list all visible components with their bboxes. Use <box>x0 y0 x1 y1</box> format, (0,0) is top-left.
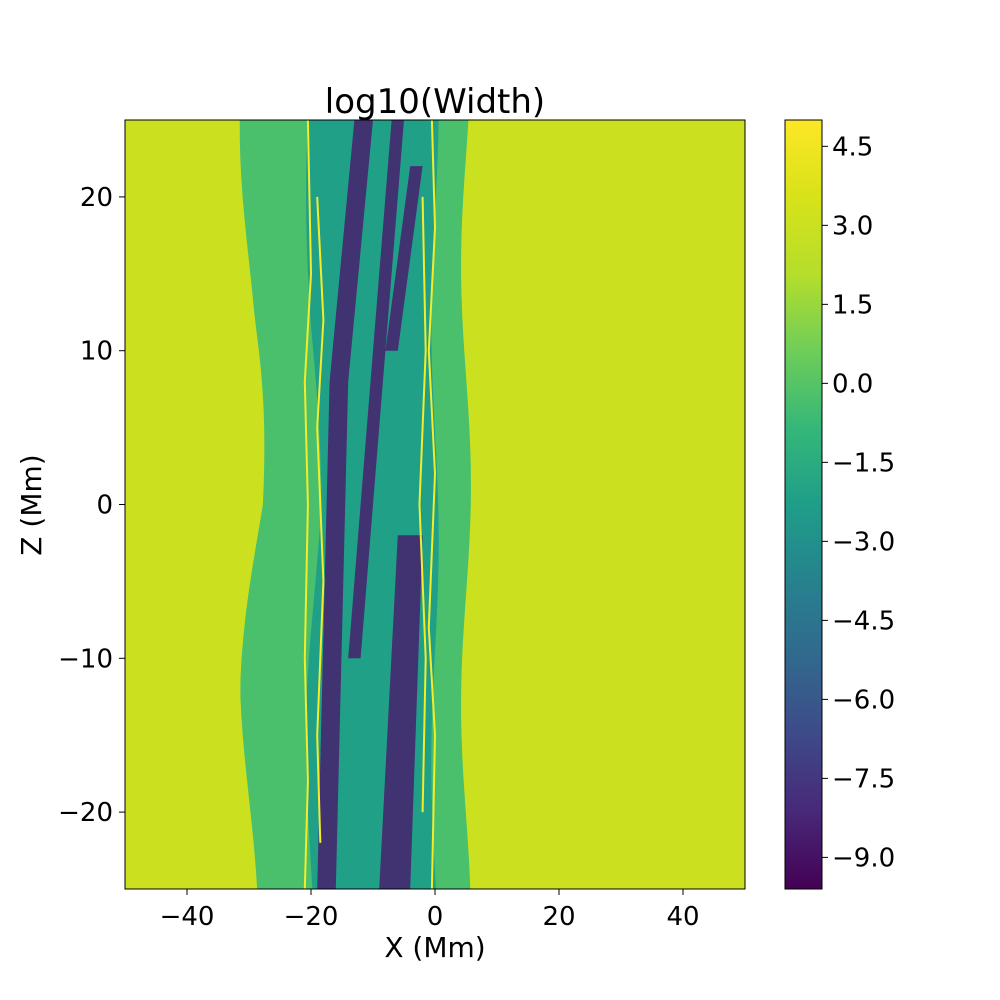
colorbar-tick-label: 3.0 <box>832 211 873 241</box>
y-tick-label: −10 <box>58 644 113 674</box>
colorbar-tick-label: 4.5 <box>832 132 873 162</box>
y-tick-label: 0 <box>96 491 113 521</box>
colorbar-tick-label: −9.0 <box>832 843 895 873</box>
x-axis: −40 −20 0 20 40 <box>160 889 700 932</box>
contour-inner-left <box>316 196 325 843</box>
colorbar-tick-label: −4.5 <box>832 606 895 636</box>
x-tick-label: 40 <box>666 902 699 932</box>
strand-1 <box>317 120 373 889</box>
colorbar <box>784 119 823 890</box>
x-tick-label: 20 <box>542 902 575 932</box>
colorbar-tick-label: 0.0 <box>832 369 873 399</box>
y-tick-label: −20 <box>58 798 113 828</box>
strand-3 <box>379 535 423 889</box>
y-tick-label: 10 <box>80 337 113 367</box>
colorbar-tick-label: 1.5 <box>832 290 873 320</box>
colorbar-tick-label: −6.0 <box>832 685 895 715</box>
colorbar-tick-label: −3.0 <box>832 527 895 557</box>
x-tick-label: 0 <box>427 902 444 932</box>
plot-area <box>125 120 745 889</box>
contour-inner-right <box>418 196 427 813</box>
contour-left <box>303 120 313 889</box>
chart-title: log10(Width) <box>325 82 545 122</box>
y-tick-label: 20 <box>80 183 113 213</box>
y-axis-label: Z (Mm) <box>15 454 48 555</box>
x-tick-label: −40 <box>160 902 215 932</box>
colorbar-ticks: −9.0 −7.5 −6.0 −4.5 −3.0 −1.5 0.0 1.5 3.0 4.5 <box>822 132 895 873</box>
x-tick-label: −20 <box>284 902 339 932</box>
colorbar-tick-label: −7.5 <box>832 764 895 794</box>
y-axis: −20 −10 0 10 20 <box>58 183 125 828</box>
colorbar-tick-label: −1.5 <box>832 448 895 478</box>
strand-2 <box>348 120 404 659</box>
x-axis-label: X (Mm) <box>384 931 485 964</box>
contour-right <box>427 120 437 889</box>
strand-4 <box>385 166 423 351</box>
